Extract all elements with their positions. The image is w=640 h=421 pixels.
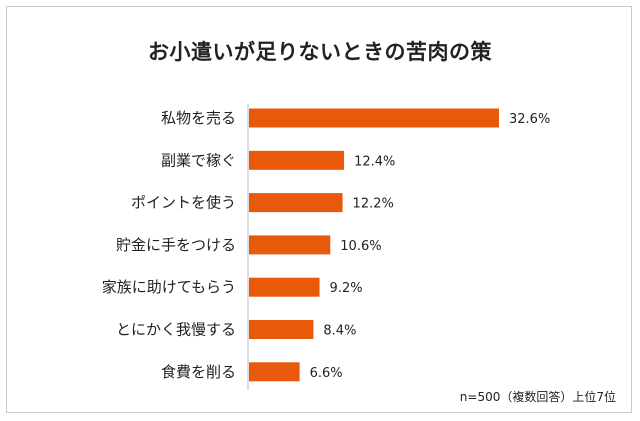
category-label: 副業で稼ぐ (161, 151, 236, 169)
bar (249, 150, 345, 170)
value-label: 32.6% (509, 112, 550, 127)
category-label: とにかく我慢する (116, 321, 236, 339)
category-label: ポイントを使う (131, 194, 236, 212)
sample-note: n=500（複数回答）上位7位 (459, 390, 616, 404)
category-label: 貯金に手をつける (116, 236, 236, 254)
value-label: 12.2% (353, 197, 394, 212)
category-label: 私物を売る (161, 109, 236, 127)
value-label: 9.2% (330, 281, 363, 296)
bar (249, 193, 343, 213)
category-label: 家族に助けてもらう (102, 278, 236, 296)
bar (249, 235, 331, 255)
value-label: 12.4% (354, 154, 395, 169)
value-label: 8.4% (323, 324, 356, 339)
bar (249, 362, 300, 382)
category-label: 食費を削る (161, 363, 236, 381)
value-label: 6.6% (310, 366, 343, 381)
chart-title: お小遣いが足りないときの苦肉の策 (148, 40, 492, 64)
bar (249, 320, 314, 339)
bar (249, 277, 320, 297)
bar (249, 108, 499, 128)
value-label: 10.6% (340, 239, 381, 254)
